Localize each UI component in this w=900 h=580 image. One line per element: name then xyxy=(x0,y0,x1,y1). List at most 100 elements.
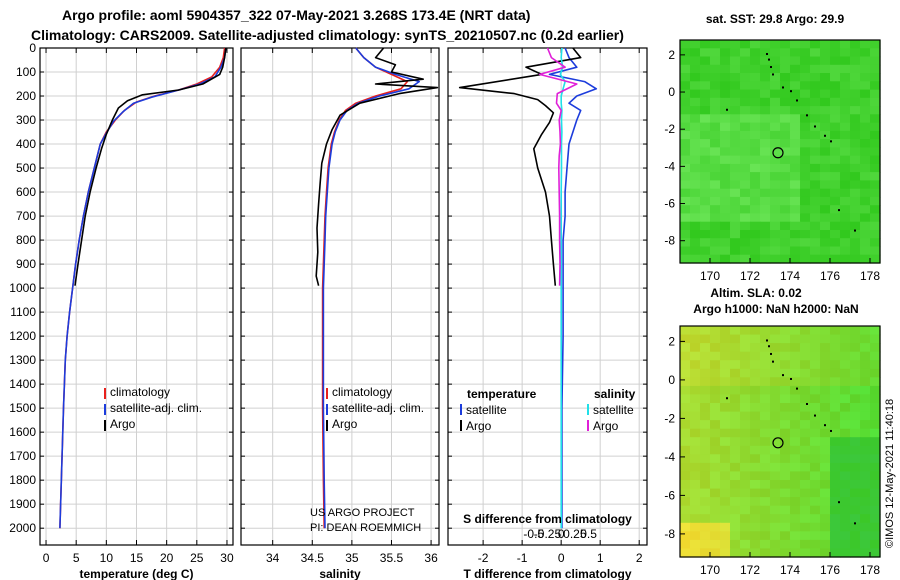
sla_map-cell xyxy=(870,548,881,558)
sst_map-cell xyxy=(860,130,871,140)
sla_map-cell xyxy=(840,488,851,498)
sst_map-cell xyxy=(760,147,771,157)
sst_map-cell xyxy=(830,188,841,198)
sla_map-cell xyxy=(850,539,861,550)
sst_map-cell xyxy=(680,221,691,231)
depth-tick-label: 100 xyxy=(16,65,36,79)
diff-s-axis-label: S difference from climatology xyxy=(463,512,632,526)
diff-legend-header-salinity: salinity xyxy=(594,387,636,401)
sst_map-cell xyxy=(810,106,821,115)
sla_map-cell xyxy=(700,394,711,404)
depth-tick-label: 1300 xyxy=(9,353,36,367)
sst_map-cell xyxy=(820,163,831,173)
salinity-xtick-label: 36 xyxy=(424,551,438,565)
sla_map-cell xyxy=(700,411,711,421)
sla_map-cell xyxy=(760,480,771,490)
sla_map-cell xyxy=(850,351,861,361)
sst_map-cell xyxy=(690,246,701,256)
sst_map-cell xyxy=(770,130,781,140)
sla_map-cell xyxy=(720,514,731,524)
sst_map-cell xyxy=(720,172,731,181)
sla_map-cell xyxy=(800,420,811,430)
sst_map-cell xyxy=(830,155,841,165)
sst_map-cell xyxy=(810,172,821,181)
sla_map-cell xyxy=(750,462,761,473)
sst_map-cell xyxy=(730,89,741,99)
sla_map-cell xyxy=(750,445,761,455)
sst_map-cell xyxy=(680,114,691,124)
sla_map-cell xyxy=(690,343,701,353)
sst_map-cell xyxy=(770,139,781,148)
sst_map-cell xyxy=(700,180,711,190)
sla_map-cell xyxy=(690,514,701,524)
sst_map-cell xyxy=(870,122,881,132)
sst_map-cell xyxy=(690,180,701,190)
sst_map-cell xyxy=(850,89,861,99)
sst_map-cell xyxy=(770,64,781,74)
sla_map-cell xyxy=(820,539,831,550)
sst_map-cell xyxy=(780,254,791,264)
sst_map-cell xyxy=(680,89,691,99)
sla_map-cell xyxy=(860,548,871,558)
sst_map-cell xyxy=(680,172,691,181)
sst_map-ytick-label: -2 xyxy=(664,122,675,136)
sla_map-cell xyxy=(800,445,811,455)
sst_map-cell xyxy=(710,130,721,140)
sst_map-cell xyxy=(740,40,751,49)
sst_map-cell xyxy=(730,246,741,256)
sst_map-cell xyxy=(790,163,801,173)
sla_map-cell xyxy=(820,428,831,438)
sst-map-title: sat. SST: 29.8 Argo: 29.9 xyxy=(706,12,845,26)
sla_map-cell xyxy=(730,343,741,353)
sla_map-cell xyxy=(750,488,761,498)
sst_map-cell xyxy=(730,139,741,148)
sla_map-cell xyxy=(720,471,731,481)
sla_map-cell xyxy=(690,411,701,421)
diff-s-tick-label: 0.5 xyxy=(580,527,597,541)
sst_map-cell xyxy=(710,106,721,115)
sst_map-cell xyxy=(840,48,851,58)
sla_map-cell xyxy=(870,462,881,473)
sst_map-cell xyxy=(690,254,701,264)
sla_map-cell xyxy=(740,531,751,541)
sst_map-cell xyxy=(850,147,861,157)
sla_map-cell xyxy=(690,428,701,438)
sla_map-cell xyxy=(700,539,711,550)
sla_map-cell xyxy=(820,360,831,370)
sla_map-cell xyxy=(810,497,821,507)
sla_map-cell xyxy=(780,488,791,498)
sla_map-cell xyxy=(710,377,721,387)
sst_map-cell xyxy=(830,230,841,239)
sla_map-cell xyxy=(800,403,811,413)
sst_map-cell xyxy=(720,122,731,132)
sla_map-cell xyxy=(780,497,791,507)
sst_map-cell xyxy=(830,122,841,132)
sst_map-cell xyxy=(840,122,851,132)
sst_map-cell xyxy=(840,81,851,91)
sla_map-xtick-label: 170 xyxy=(700,563,720,577)
sst_map-cell xyxy=(770,213,781,223)
sla_map-cell xyxy=(760,428,771,438)
sst_map-cell xyxy=(690,213,701,223)
sst_map-cell xyxy=(700,122,711,132)
temperature-xtick-label: 10 xyxy=(100,551,114,565)
sla_map-cell xyxy=(770,539,781,550)
salinity-series-argo xyxy=(315,47,439,286)
sla_map-cell xyxy=(740,411,751,421)
sla_map-cell xyxy=(850,360,861,370)
sla_map-cell xyxy=(820,334,831,344)
sla_map-cell xyxy=(710,420,721,430)
sla_map-cell xyxy=(760,522,771,532)
sst_map-cell xyxy=(730,106,741,115)
sst_map-cell xyxy=(870,221,881,231)
sla_map-cell xyxy=(850,488,861,498)
depth-tick-label: 1200 xyxy=(9,329,36,343)
sst_map-cell xyxy=(680,97,691,107)
sst_map-cell xyxy=(830,147,841,157)
sla_map-cell xyxy=(820,480,831,490)
sla_map-cell xyxy=(790,454,801,464)
salinity-frame xyxy=(240,47,440,546)
sst_map-cell xyxy=(680,48,691,58)
sst_map-cell xyxy=(820,254,831,264)
sst_map-cell xyxy=(730,213,741,223)
